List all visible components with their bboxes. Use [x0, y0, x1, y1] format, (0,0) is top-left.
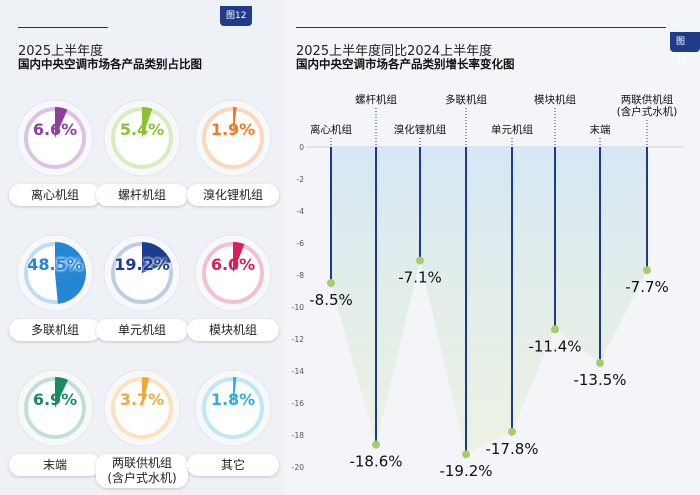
category-label: 两联供机组 (含户式水机) [96, 454, 188, 488]
value-label: -19.2% [439, 462, 492, 480]
donut-ring [194, 234, 272, 312]
donut-ring [194, 99, 272, 177]
share-wedge [55, 242, 86, 304]
data-point [416, 256, 424, 265]
header-rule [296, 27, 666, 28]
share-wedge [233, 377, 237, 408]
x-category-label: 两联供机组 [621, 93, 674, 106]
share-wedge [142, 377, 150, 408]
value-label: -13.5% [573, 371, 626, 389]
category-label: 末端 [9, 454, 101, 476]
figure-tag: 图13 [670, 32, 700, 67]
share-value: 1.8% [210, 390, 256, 409]
category-label-line1: 单元机组 [117, 323, 166, 337]
right-panel: 图13 2025上半年度同比2024上半年度 国内中央空调市场各产品类别增长率变… [284, 0, 700, 495]
share-value: 3.7% [119, 390, 165, 409]
category-label-line1: 其它 [220, 458, 245, 472]
header-rule [18, 27, 108, 28]
growth-area [331, 147, 647, 455]
value-label: -7.7% [625, 278, 669, 296]
value-label: -8.5% [309, 291, 353, 309]
x-category-label: 离心机组 [310, 123, 352, 136]
figure-tag: 图12 [220, 6, 253, 26]
y-tick-label: -2 [297, 175, 305, 184]
share-value: 6.0% [210, 255, 256, 274]
chart-title-line2: 国内中央空调市场各产品类别占比图 [18, 57, 202, 71]
y-tick-label: -12 [292, 335, 304, 344]
left-panel: 图12 2025上半年度 国内中央空调市场各产品类别占比图 6.6% 离心机组 5.… [0, 0, 284, 495]
y-tick-label: -10 [292, 303, 304, 312]
chart-title-line1: 2025上半年度 [18, 44, 104, 59]
category-label-line1: 两联供机组 [111, 456, 172, 470]
x-category-label: 螺杆机组 [355, 93, 397, 106]
chart-title-line1: 2025上半年度同比2024上半年度 [296, 44, 493, 59]
value-label: -11.4% [528, 337, 581, 355]
donut-ring [103, 99, 181, 177]
data-point [596, 359, 604, 367]
share-value: 48.5% [27, 255, 83, 274]
data-point [462, 450, 470, 459]
data-point [372, 440, 380, 449]
x-category-label: 末端 [590, 123, 611, 136]
y-tick-label: -16 [292, 399, 304, 408]
category-label: 其它 [187, 454, 279, 476]
x-category-label: 多联机组 [445, 93, 487, 106]
category-label-line1: 溴化锂机组 [202, 188, 263, 202]
share-wedge [55, 377, 69, 408]
y-tick-label: -14 [292, 367, 304, 376]
growth-chart: 0 -2 -4 -6 -8 -10 -12 -14 -16 -18 -20 离心机组 -8.5% 螺杆机组… [292, 93, 684, 480]
share-wedge [233, 107, 237, 138]
share-wedge [142, 107, 153, 138]
category-label: 溴化锂机组 [187, 184, 279, 206]
value-label: -17.8% [485, 440, 538, 458]
share-wedge [233, 242, 245, 273]
category-label: 单元机组 [96, 319, 188, 341]
share-value: 19.2% [114, 255, 170, 274]
share-wedge [55, 107, 68, 138]
y-tick-label: -6 [297, 239, 305, 248]
y-tick-label: -4 [297, 207, 305, 216]
data-point [643, 266, 651, 275]
category-label-line1: 模块机组 [208, 323, 257, 337]
share-value: 5.4% [119, 120, 165, 139]
category-label-line1: 多联机组 [30, 323, 79, 337]
category-label-line1: 螺杆机组 [117, 188, 166, 202]
donut-ring [16, 234, 94, 312]
x-category-label: (含户式水机) [617, 105, 678, 118]
donut-ring [194, 369, 272, 447]
y-tick-label: 0 [299, 143, 304, 152]
data-point [327, 279, 335, 287]
donut-ring [16, 369, 94, 447]
share-value: 1.9% [210, 120, 256, 139]
value-label: -7.1% [398, 269, 442, 287]
data-point [508, 427, 516, 436]
category-label: 螺杆机组 [96, 184, 188, 206]
y-tick-label: -20 [292, 463, 304, 472]
x-category-label: 溴化锂机组 [394, 123, 447, 136]
donut-ring [103, 234, 181, 312]
category-label-line1: 离心机组 [30, 188, 79, 202]
category-label: 离心机组 [9, 184, 101, 206]
x-category-label: 模块机组 [534, 93, 576, 106]
share-value: 6.9% [32, 390, 78, 409]
y-tick-label: -8 [297, 271, 305, 280]
category-label-line1: 末端 [42, 458, 67, 472]
y-tick-label: -18 [292, 431, 304, 440]
category-label: 多联机组 [9, 319, 101, 341]
donut-ring [16, 99, 94, 177]
value-label: -18.6% [349, 453, 402, 471]
donut-ring [103, 369, 181, 447]
category-label: 模块机组 [187, 319, 279, 341]
x-category-label: 单元机组 [491, 123, 533, 136]
chart-title-line2: 国内中央空调市场各产品类别增长率变化图 [296, 57, 515, 71]
share-value: 6.6% [32, 120, 78, 139]
category-label-line2: (含户式水机) [107, 471, 177, 485]
data-point [551, 325, 559, 334]
share-wedge [142, 242, 171, 273]
